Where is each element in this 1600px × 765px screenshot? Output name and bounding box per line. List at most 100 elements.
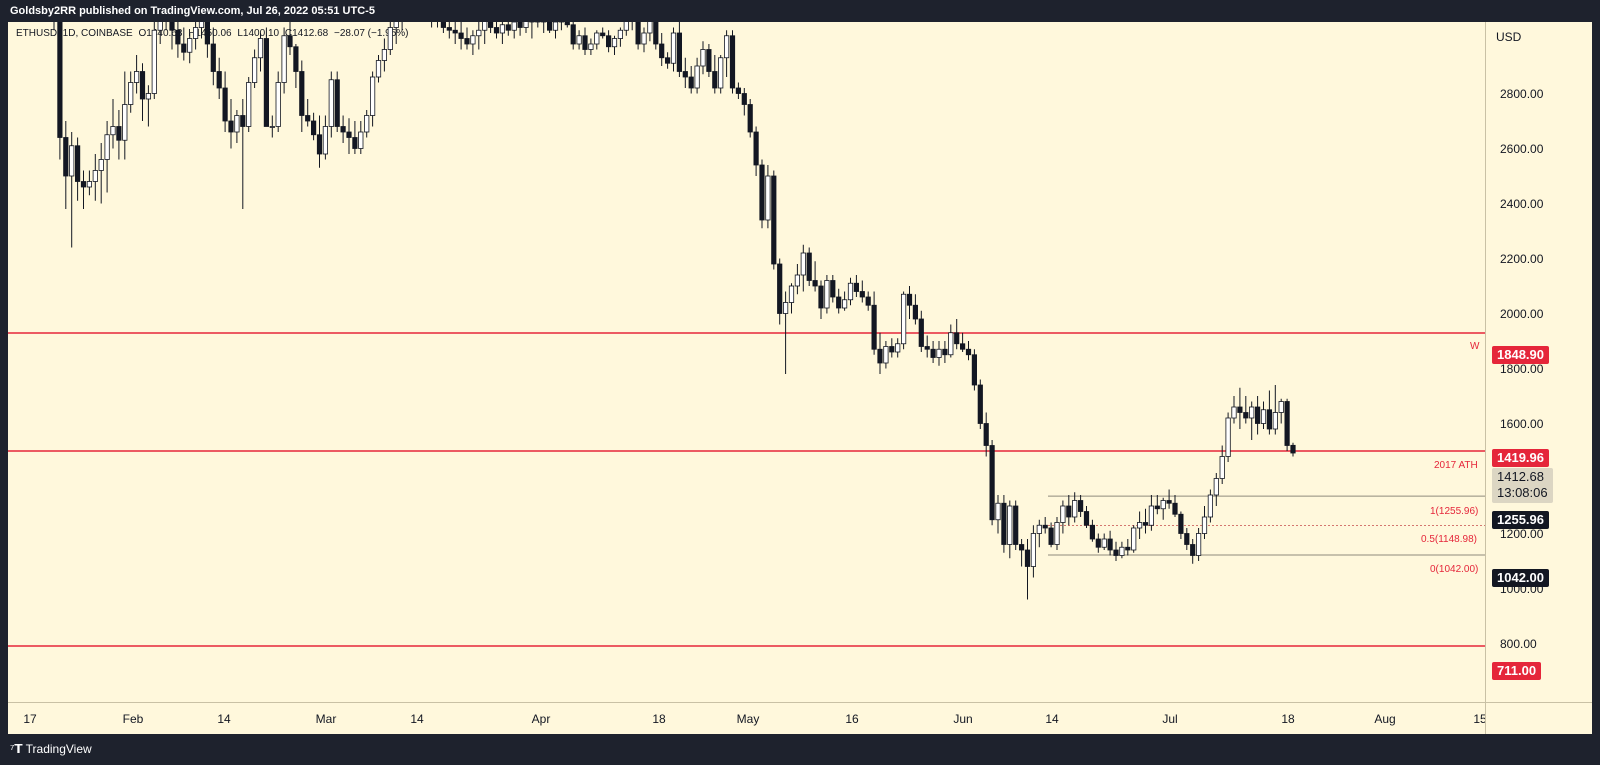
axis-corner (1485, 702, 1592, 734)
candle-body (895, 343, 901, 353)
candle-body (576, 35, 582, 45)
y-tick-label: 1600.00 (1500, 417, 1544, 431)
candle-body (86, 181, 92, 188)
candle-body (493, 27, 500, 34)
candle-body (588, 43, 594, 50)
candle-body (375, 60, 382, 78)
price-chart-svg[interactable] (8, 22, 1485, 702)
candle-body (965, 348, 972, 356)
candle-body (151, 29, 157, 94)
candle-body (912, 304, 919, 320)
candle-body (688, 76, 694, 89)
candle-body (69, 145, 75, 177)
x-tick-label: 15 (1473, 712, 1485, 726)
x-tick-label: 16 (845, 712, 859, 726)
candle-body (971, 354, 978, 386)
candle-body (523, 22, 529, 28)
candle-body (547, 22, 553, 31)
candle-body (783, 302, 789, 314)
ath-line-label: 2017 ATH (1434, 460, 1478, 471)
candle-body (1225, 417, 1231, 457)
candle-body (98, 159, 104, 171)
candle-body (906, 293, 913, 306)
x-tick-label: Jul (1162, 712, 1178, 726)
candle-body (977, 384, 983, 424)
candle-body (198, 22, 205, 28)
candle-body (1190, 544, 1196, 556)
candle-body (700, 49, 706, 67)
candle-body (812, 280, 818, 287)
candle-body (145, 93, 151, 100)
x-tick-label: May (736, 712, 760, 726)
candle-body (623, 22, 629, 31)
candle-body (499, 24, 506, 34)
candle-body (263, 38, 270, 127)
candle-body (1255, 406, 1261, 424)
fib-05-label: 0.5(1148.98) (1421, 534, 1477, 545)
candle-body (924, 346, 930, 350)
chart-plot-area[interactable]: ETHUSD, 1D, COINBASE O1440.63 H1450.06 L… (8, 22, 1485, 702)
candle-body (1054, 522, 1060, 545)
candle-body (729, 35, 736, 89)
candle-body (777, 263, 783, 314)
legend-low: L1400.10 (237, 28, 280, 39)
price-axis[interactable]: USD 2800.00 2600.00 2400.00 2200.00 2000… (1485, 22, 1592, 702)
candle-body (169, 22, 175, 31)
y-tick-label: 2000.00 (1500, 307, 1544, 321)
candle-body (600, 32, 606, 37)
candle-body (741, 93, 747, 105)
candle-body (847, 282, 854, 301)
y-tick-label: 800.00 (1500, 637, 1537, 651)
candle-body (440, 22, 447, 28)
candle-body (316, 134, 323, 155)
candle-body (1107, 538, 1113, 551)
candle-body (794, 274, 801, 287)
x-tick-label: Mar (315, 712, 337, 726)
candle-body (1278, 401, 1284, 413)
x-tick-label: 14 (410, 712, 424, 726)
candle-body (257, 38, 264, 59)
candle-body (1284, 401, 1290, 446)
candle-body (1024, 549, 1031, 567)
last-price-value: 1412.68 (1497, 469, 1544, 484)
candle-body (1078, 500, 1084, 512)
candle-body (1260, 409, 1267, 424)
x-tick-label: Aug (1374, 712, 1396, 726)
tradingview-footer: ⁷𝗧 TradingView (0, 734, 1600, 765)
x-tick-label: 17 (23, 712, 37, 726)
candle-body (487, 22, 494, 28)
price-tag-bottom: 711.00 (1492, 662, 1542, 680)
candle-body (476, 29, 482, 37)
candle-body (470, 35, 476, 45)
candle-body (228, 120, 234, 133)
candle-body (234, 115, 240, 133)
candle-body (859, 291, 865, 298)
candle-body (1066, 505, 1072, 518)
price-tag-fib-top: 1255.96 (1492, 511, 1549, 529)
candle-body (322, 126, 329, 155)
fib-1-label: 1(1255.96) (1430, 506, 1479, 517)
candle-body (765, 175, 771, 221)
time-axis[interactable]: 17 Feb 14 Mar 14 Apr 18 May 16 Jun 14 Ju… (8, 702, 1485, 734)
candle-body (1001, 502, 1007, 545)
legend-symbol: ETHUSD, 1D, COINBASE (16, 28, 133, 39)
candle-body (181, 43, 187, 53)
candle-body (340, 126, 346, 133)
candle-body (299, 71, 305, 116)
candle-body (246, 82, 252, 127)
candle-body (1243, 412, 1249, 419)
candle-body (222, 87, 228, 122)
tradingview-logo-icon: ⁷𝗧 (10, 742, 23, 756)
candle-body (718, 57, 724, 89)
bar-countdown: 13:08:06 (1497, 485, 1548, 500)
candle-body (452, 29, 458, 34)
candle-body (948, 332, 954, 356)
candle-body (381, 49, 388, 61)
candle-body (889, 346, 895, 353)
fib-0-label: 0(1042.00) (1430, 564, 1479, 575)
candle-body (1083, 511, 1090, 526)
candle-body (818, 285, 824, 309)
candle-body (1166, 500, 1172, 504)
candle-body (92, 170, 98, 182)
candle-body (1101, 538, 1107, 548)
